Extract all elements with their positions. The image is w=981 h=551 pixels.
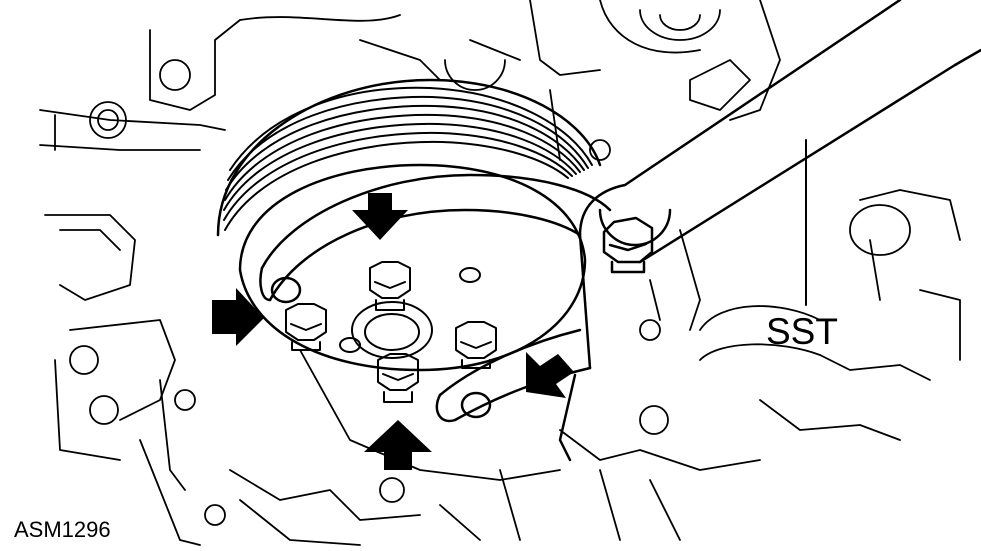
arrow-icon: [212, 288, 264, 346]
sst-callout-label: SST: [766, 311, 838, 352]
bolt-icon: [455, 321, 497, 369]
arrow-icon: [526, 352, 574, 398]
engine-block-outline: [39, 0, 961, 546]
bolt-icon: [285, 303, 327, 351]
bolt-icon: [377, 353, 419, 403]
arrow-icon: [352, 193, 408, 240]
arrow-icon: [364, 420, 432, 470]
crankshaft-pulley: [216, 78, 602, 372]
sst-tool: [259, 0, 981, 462]
figure-id: ASM1296: [14, 517, 111, 542]
bolt-icon: [369, 261, 411, 311]
